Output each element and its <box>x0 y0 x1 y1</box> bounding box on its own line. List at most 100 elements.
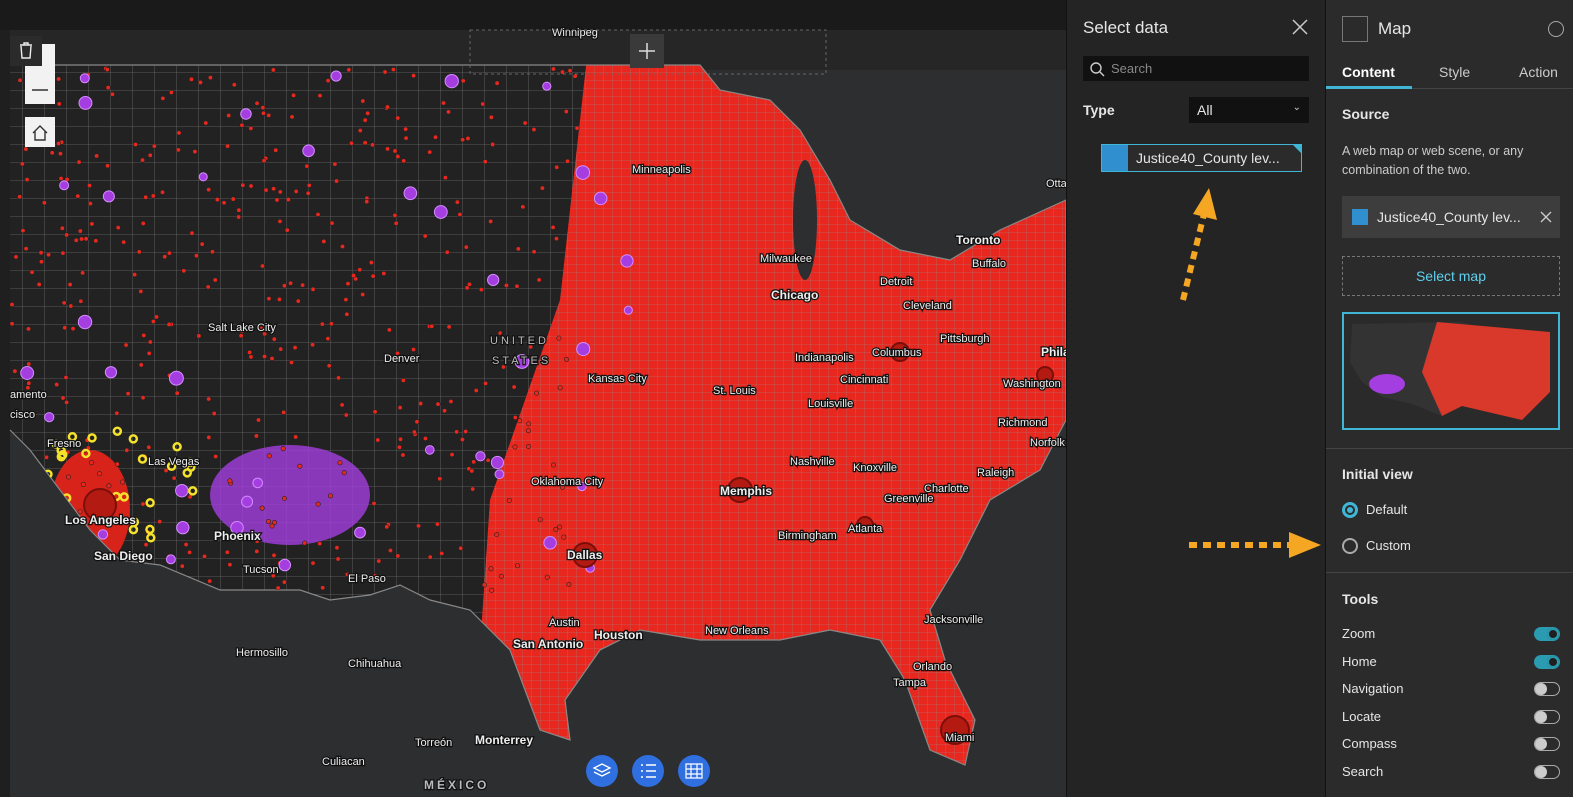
marker <box>448 398 454 404</box>
marker <box>563 356 569 362</box>
marker <box>209 249 215 255</box>
marker <box>203 120 209 126</box>
tab-indicator <box>1326 86 1412 89</box>
marker <box>494 469 505 480</box>
marker <box>364 199 370 205</box>
marker <box>56 101 62 107</box>
marker <box>566 581 572 587</box>
place-label: Winnipeg <box>552 27 598 39</box>
remove-button[interactable] <box>1540 211 1552 223</box>
plus-icon <box>639 43 655 59</box>
radio[interactable] <box>1342 538 1358 554</box>
place-label: Memphis <box>720 484 772 498</box>
marker <box>65 474 71 480</box>
close-button[interactable] <box>1291 18 1309 36</box>
marker <box>68 303 74 309</box>
marker <box>302 540 308 546</box>
marker <box>230 521 244 535</box>
toggle[interactable] <box>1534 737 1560 751</box>
marker <box>256 417 262 423</box>
marker <box>466 281 472 287</box>
marker <box>574 125 580 131</box>
marker <box>70 326 76 332</box>
markers <box>10 65 1054 745</box>
marker <box>454 429 460 435</box>
place-label: Raleigh <box>977 467 1014 479</box>
marker <box>411 346 417 352</box>
marker <box>271 336 277 342</box>
panel-title: Map <box>1378 19 1412 38</box>
search-box[interactable]: Search <box>1083 56 1309 81</box>
data-item[interactable]: Justice40_County lev... <box>1101 144 1302 172</box>
marker <box>345 281 351 287</box>
home-button[interactable] <box>25 117 55 147</box>
item-icon <box>1102 145 1128 171</box>
toggle[interactable] <box>1534 764 1560 779</box>
marker <box>483 380 489 386</box>
tab[interactable]: Content <box>1342 64 1395 80</box>
marker <box>506 497 512 503</box>
radio-label: Default <box>1366 502 1408 517</box>
delete-button[interactable] <box>10 36 42 66</box>
marker <box>230 196 236 202</box>
map-view[interactable]: Winnipeg Minneapolis Toronto Buffalo Otta Mil… <box>0 0 1066 797</box>
table-button[interactable] <box>678 755 710 787</box>
marker <box>145 498 155 508</box>
marker <box>424 445 435 455</box>
marker <box>464 285 470 291</box>
marker <box>480 101 486 107</box>
marker <box>335 556 341 562</box>
marker <box>281 579 287 585</box>
marker <box>123 342 129 348</box>
toggle[interactable] <box>1534 627 1560 641</box>
marker <box>334 545 340 551</box>
toggle[interactable] <box>1534 709 1560 724</box>
marker <box>265 519 271 525</box>
marker <box>56 451 67 462</box>
place-label: Detroit <box>880 276 912 288</box>
place-label: Minneapolis <box>632 164 691 176</box>
marker <box>498 573 504 579</box>
marker <box>19 161 25 167</box>
place-label: Nashville <box>790 456 835 468</box>
type-select[interactable]: All ⌄ <box>1189 97 1309 123</box>
marker <box>266 453 272 459</box>
tab[interactable]: Style <box>1439 64 1471 80</box>
marker <box>240 182 246 188</box>
toggle[interactable] <box>1534 682 1560 696</box>
marker <box>418 401 424 407</box>
map-thumbnail[interactable] <box>1342 312 1560 430</box>
marker <box>550 224 556 230</box>
marker <box>140 501 146 507</box>
marker <box>528 344 534 350</box>
source-item-title: Justice40_County lev... <box>1377 209 1521 225</box>
place-label: St. Louis <box>713 385 756 397</box>
toggle[interactable] <box>1534 654 1560 669</box>
radio[interactable] <box>1342 502 1358 518</box>
marker <box>293 188 299 194</box>
marker <box>365 110 371 116</box>
marker <box>465 135 471 141</box>
tool-label: Search <box>1342 763 1384 779</box>
marker <box>444 249 450 255</box>
marker <box>437 476 443 482</box>
marker <box>277 218 283 224</box>
marker <box>206 434 212 440</box>
marker <box>395 115 401 121</box>
layers-button[interactable] <box>586 755 618 787</box>
source-description: A web map or web scene, or any combinati… <box>1342 144 1524 177</box>
select-map-button[interactable]: Select map <box>1342 256 1560 296</box>
marker <box>463 244 469 250</box>
marker <box>140 157 146 163</box>
help-icon[interactable] <box>1548 21 1564 37</box>
place-label: Indianapolis <box>795 352 854 364</box>
marker <box>62 325 68 331</box>
place-label: Torreón <box>415 737 452 749</box>
marker <box>168 89 174 95</box>
marker <box>176 520 190 535</box>
tab[interactable]: Action <box>1519 64 1558 80</box>
marker <box>138 288 144 294</box>
marker <box>553 236 559 242</box>
marker <box>344 571 350 577</box>
marker <box>26 380 32 386</box>
